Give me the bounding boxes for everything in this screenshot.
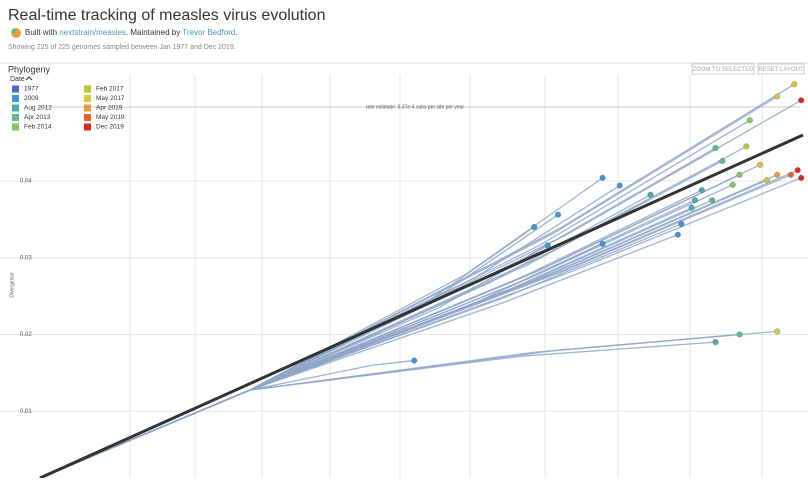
legend-label: 2009: [24, 95, 39, 102]
legend-swatch: [12, 95, 19, 102]
legend-swatch: [12, 114, 19, 121]
tip: [692, 197, 698, 204]
legend-swatch: [84, 85, 91, 93]
tip: [729, 181, 736, 188]
regression-line: [39, 133, 804, 480]
branch: [39, 214, 559, 479]
tip: [791, 81, 798, 88]
tip: [736, 331, 743, 338]
legend-swatch: [84, 104, 91, 112]
tip: [774, 93, 781, 100]
branch: [39, 147, 716, 479]
rate-annotation: rate estimate: 5.37e-4 subs per site per…: [366, 104, 464, 110]
y-tick-label: 0.02: [20, 332, 32, 338]
legend-label: May 2019: [96, 114, 125, 121]
legend-label: May 2017: [96, 95, 125, 102]
title: Real-time tracking of measles virus evol…: [8, 7, 325, 24]
branch: [39, 333, 740, 479]
branch: [39, 95, 778, 479]
tip: [798, 174, 805, 181]
summary: Showing 225 of 225 genomes sampled betwe…: [8, 44, 236, 51]
tip: [712, 339, 719, 346]
logo-dot: [11, 28, 17, 34]
repo-link[interactable]: nextstrain/measles: [59, 28, 126, 37]
tip: [719, 158, 726, 164]
legend-swatch: [12, 85, 19, 93]
byline-text: .: [235, 28, 237, 37]
tip: [712, 144, 719, 151]
legend-label: 1977: [24, 86, 39, 93]
branch: [39, 341, 716, 479]
byline-text: . Maintained by: [126, 28, 182, 37]
tip: [774, 171, 781, 178]
y-tick-label: 0.03: [20, 255, 32, 261]
byline: Built with nextstrain/measles. Maintaine…: [25, 28, 238, 37]
legend-swatch: [12, 123, 19, 131]
tip: [599, 174, 606, 181]
grid: [0, 75, 808, 478]
tip: [544, 242, 551, 249]
branch: [39, 177, 603, 479]
tip: [411, 357, 418, 364]
tip: [678, 220, 685, 227]
legend: Date 1977 2009 Aug 2012 Apr 2013 Feb 2014 Feb…: [10, 76, 125, 131]
author-link[interactable]: Trevor Bedford: [182, 28, 235, 37]
tip: [787, 171, 794, 178]
legend-swatch: [84, 123, 91, 131]
panel-title: Phylogeny: [8, 64, 51, 74]
legend-toggle[interactable]: [25, 76, 33, 81]
legend-swatch: [84, 114, 91, 121]
branch: [39, 119, 751, 479]
legend-swatch: [12, 104, 19, 112]
tip: [709, 197, 716, 204]
tip: [774, 328, 781, 335]
legend-label: Apr 2019: [96, 105, 123, 112]
tip: [599, 240, 606, 247]
button-label[interactable]: ZOOM TO SELECTED: [692, 67, 754, 73]
legend-label: Apr 2013: [24, 114, 51, 121]
tip: [794, 167, 801, 174]
legend-label: Dec 2019: [96, 124, 124, 131]
tip: [743, 143, 750, 150]
tip: [674, 231, 681, 238]
legend-label: Feb 2017: [96, 86, 124, 93]
branch: [39, 359, 415, 479]
tip: [531, 224, 538, 230]
tip: [736, 171, 743, 178]
tip: [763, 177, 770, 184]
branch: [39, 330, 778, 479]
tip: [616, 182, 623, 189]
tip: [698, 187, 705, 194]
y-tick-label: 0.01: [20, 409, 32, 415]
branch: [39, 83, 795, 479]
tree: [39, 83, 802, 479]
legend-label: Feb 2014: [24, 124, 52, 131]
legend-title[interactable]: Date: [10, 76, 25, 83]
branch: [39, 226, 535, 479]
tip: [647, 191, 654, 198]
tips: [411, 81, 805, 364]
tip: [746, 117, 753, 124]
tip: [555, 211, 562, 218]
tip: [798, 97, 805, 104]
branch: [39, 177, 802, 479]
y-axis-label: Divergence: [9, 272, 15, 298]
legend-label: Aug 2012: [24, 105, 52, 112]
tip: [757, 161, 764, 168]
y-tick-label: 0.04: [20, 179, 32, 185]
button[interactable]: [757, 63, 805, 75]
branch: [39, 145, 747, 479]
tip: [688, 204, 695, 211]
byline-text: Built with: [25, 28, 59, 37]
button-label[interactable]: RESET LAYOUT: [758, 67, 803, 73]
button[interactable]: [691, 63, 755, 75]
branch: [39, 234, 679, 479]
legend-swatch: [84, 95, 91, 102]
